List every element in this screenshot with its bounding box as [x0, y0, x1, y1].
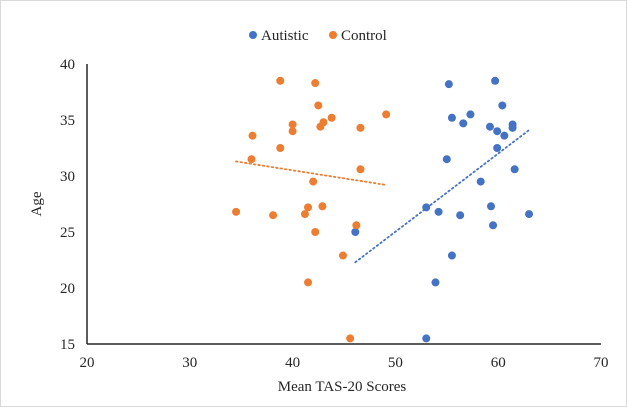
y-tick-label: 20 — [60, 281, 75, 297]
point-control — [300, 210, 309, 219]
y-axis-label: Age — [29, 191, 45, 216]
point-control — [276, 144, 285, 152]
point-control — [288, 120, 297, 129]
point-control — [382, 110, 391, 119]
point-control — [304, 278, 313, 287]
x-tick-label: 60 — [491, 355, 506, 371]
point-autistic — [447, 251, 456, 260]
y-tick-label: 40 — [60, 57, 75, 73]
y-tick-label: 30 — [60, 169, 75, 185]
point-control — [269, 211, 278, 220]
point-control — [346, 334, 355, 343]
point-autistic — [422, 203, 431, 212]
legend-label-control: Control — [341, 28, 387, 44]
legend: Autistic Control — [249, 28, 387, 44]
x-tick-label: 50 — [388, 355, 403, 371]
point-control — [247, 155, 256, 164]
point-autistic — [485, 122, 494, 131]
point-control — [338, 251, 347, 260]
x-tick-label: 40 — [285, 355, 300, 371]
point-autistic — [444, 80, 453, 89]
point-autistic — [431, 278, 440, 287]
point-autistic — [434, 207, 443, 216]
x-tick-label: 70 — [594, 355, 609, 371]
y-tick-label: 35 — [60, 113, 75, 129]
point-control — [311, 79, 320, 88]
point-control — [352, 221, 361, 230]
point-autistic — [351, 228, 360, 236]
x-tick-label: 30 — [182, 355, 197, 371]
point-autistic — [459, 119, 468, 128]
tick-labels: 20 30 40 50 60 70 15 20 25 30 35 40 — [60, 57, 609, 371]
y-tick-label: 25 — [60, 225, 75, 241]
point-control — [311, 228, 320, 236]
point-autistic — [466, 110, 475, 119]
legend-marker-autistic — [249, 31, 257, 39]
point-autistic — [493, 127, 502, 136]
point-autistic — [498, 101, 507, 110]
point-control — [356, 165, 365, 174]
trendline-control — [235, 160, 388, 186]
point-control — [304, 203, 313, 212]
axes — [86, 64, 601, 345]
legend-marker-control — [329, 31, 337, 39]
trendlines — [235, 129, 530, 264]
point-autistic — [456, 211, 465, 220]
point-autistic — [489, 221, 498, 230]
point-control — [309, 177, 318, 186]
point-autistic — [525, 210, 534, 219]
point-autistic — [500, 131, 509, 140]
point-control — [232, 207, 241, 216]
y-tick-label: 15 — [60, 337, 75, 353]
point-autistic — [476, 177, 485, 186]
x-tick-label: 20 — [80, 355, 95, 371]
point-control — [248, 131, 257, 140]
x-axis-label: Mean TAS-20 Scores — [278, 379, 407, 395]
point-autistic — [493, 144, 502, 152]
point-autistic — [510, 165, 519, 174]
point-control — [327, 113, 336, 122]
point-autistic — [442, 155, 451, 164]
point-control — [318, 202, 327, 211]
data-points — [232, 76, 534, 343]
point-autistic — [508, 123, 517, 132]
trendline-autistic — [354, 129, 530, 264]
point-autistic — [487, 202, 496, 211]
point-autistic — [447, 113, 456, 122]
point-autistic — [422, 334, 431, 343]
point-autistic — [491, 76, 500, 85]
point-control — [356, 123, 365, 132]
legend-label-autistic: Autistic — [261, 28, 309, 44]
point-control — [314, 101, 323, 110]
point-control — [316, 122, 325, 131]
point-control — [276, 76, 285, 85]
point-control — [288, 127, 297, 136]
